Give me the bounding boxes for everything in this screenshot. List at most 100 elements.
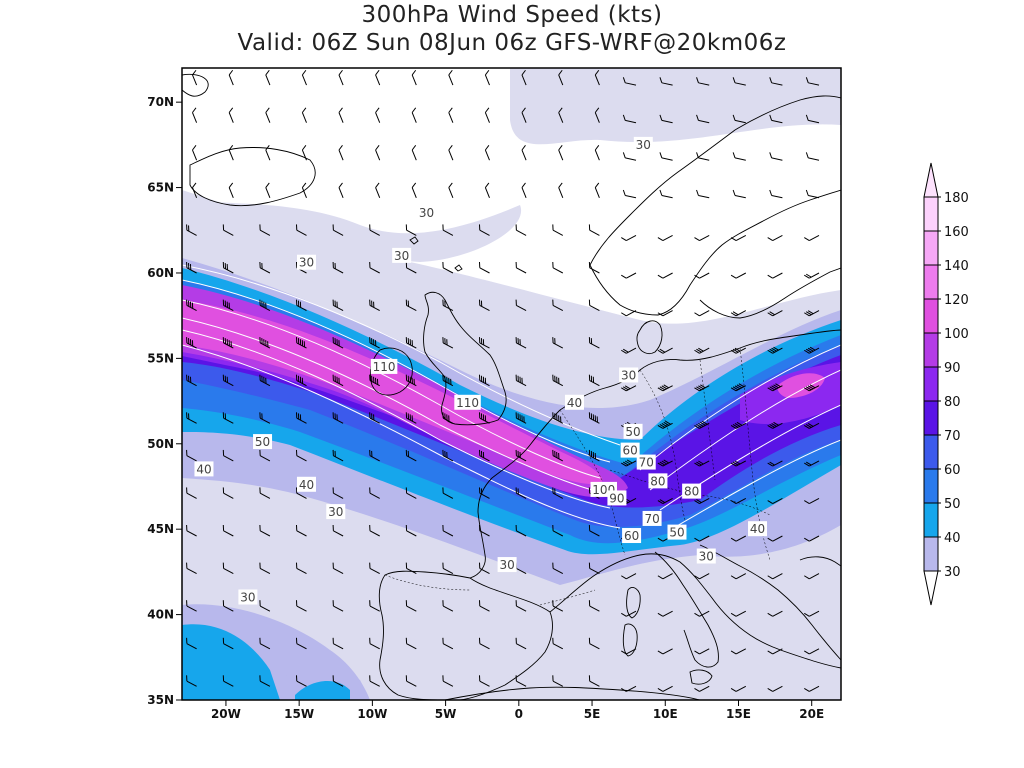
wind-barb-icon <box>265 182 271 198</box>
contour-label: 30 <box>633 136 653 152</box>
wind-barb-icon <box>588 562 600 575</box>
wind-barb-icon <box>694 573 710 580</box>
wind-barb-icon <box>657 234 673 242</box>
wind-barb-icon <box>259 524 271 537</box>
contour-label-text: 110 <box>456 396 479 410</box>
wind-barb-icon <box>369 374 380 387</box>
wind-barb-icon <box>332 299 344 312</box>
wind-barb-icon <box>192 69 198 86</box>
contour-label: 30 <box>326 504 346 520</box>
colorbar-swatch <box>923 468 939 504</box>
wind-barb-icon <box>442 337 454 349</box>
colorbar-label: 100 <box>944 327 969 342</box>
wind-barb-icon <box>552 524 564 537</box>
wind-barb-icon <box>588 299 600 312</box>
wind-barb-icon <box>301 69 307 86</box>
wind-barb-icon <box>515 412 527 424</box>
wind-barb-icon <box>484 69 490 86</box>
wind-barb-icon <box>484 145 490 161</box>
contour-label: 50 <box>253 434 273 450</box>
wind-barb-icon <box>375 107 381 123</box>
contour-label: 50 <box>667 524 687 540</box>
wind-barb-icon <box>515 261 527 274</box>
wind-barb-icon <box>552 261 564 274</box>
wind-barb-icon <box>732 114 746 124</box>
wind-barb-icon <box>659 189 673 199</box>
wind-band-30-ne <box>600 68 841 100</box>
colorbar-label: 80 <box>944 395 961 410</box>
wind-barb-icon <box>769 77 783 86</box>
wind-barb-icon <box>521 69 527 86</box>
contour-label: 70 <box>636 454 656 470</box>
wind-barb-icon <box>222 412 234 424</box>
wind-barb-icon <box>521 107 527 123</box>
contour-label-text: 30 <box>299 256 314 270</box>
wind-barb-icon <box>588 224 600 236</box>
wind-barb-icon <box>730 460 747 467</box>
wind-barb-icon <box>448 182 454 198</box>
wind-barb-icon <box>405 299 417 312</box>
wind-barb-icon <box>186 487 197 499</box>
wind-barb-icon <box>405 637 417 650</box>
lat-tick-label: 70N <box>147 95 174 109</box>
wind-barb-icon <box>515 487 527 499</box>
wind-barb-icon <box>804 535 820 542</box>
wind-barb-icon <box>805 152 820 161</box>
contour-label: 40 <box>748 521 768 537</box>
contour-label-text: 30 <box>699 550 714 564</box>
wind-barb-icon <box>259 224 271 236</box>
wind-barb-icon <box>369 487 380 499</box>
wind-barb-icon <box>405 562 417 575</box>
wind-barb-icon <box>259 299 271 312</box>
wind-barb-icon <box>338 107 344 123</box>
wind-barb-icon <box>594 145 600 161</box>
wind-barb-icon <box>657 384 673 392</box>
wind-barb-icon <box>295 449 307 462</box>
colorbar-label: 180 <box>944 191 969 206</box>
wind-barb-icon <box>222 224 234 236</box>
contour-label-text: 30 <box>621 368 636 382</box>
wind-barb-icon <box>552 299 564 312</box>
wind-barb-icon <box>588 637 600 650</box>
wind-barb-icon <box>478 449 490 462</box>
wind-barb-icon <box>694 535 710 542</box>
wind-barb-icon <box>484 182 490 198</box>
wind-barb-icon <box>222 637 234 650</box>
contour-label-text: 60 <box>624 529 639 543</box>
wind-barb-icon <box>657 347 673 354</box>
wind-barb-icon <box>767 610 783 617</box>
wind-barb-icon <box>657 573 673 580</box>
wind-barb-icon <box>442 600 454 612</box>
wind-barb-icon <box>369 449 380 462</box>
contour-label: 70 <box>642 510 662 526</box>
wind-barb-icon <box>405 261 417 274</box>
wind-barb-icon <box>804 346 820 354</box>
wind-barb-icon <box>657 685 673 692</box>
wind-barb-icon <box>295 637 307 650</box>
wind-barb-icon <box>659 77 673 86</box>
colorbar-label: 70 <box>944 429 961 444</box>
lon-tick-label: 20W <box>211 707 241 721</box>
wind-barb-icon <box>186 412 197 424</box>
wind-barb-icon <box>804 497 820 505</box>
wind-barb-icon <box>515 224 527 236</box>
contour-label: 40 <box>194 461 214 477</box>
wind-barb-icon <box>411 107 417 123</box>
wind-barb-icon <box>694 685 710 692</box>
wind-barb-icon <box>694 648 710 655</box>
wind-barb-icon <box>478 675 490 687</box>
contour-label: 60 <box>622 528 642 544</box>
contour-label-text: 70 <box>644 512 659 526</box>
wind-barb-icon <box>552 675 564 687</box>
contour-label: 40 <box>296 476 316 492</box>
wind-barb-icon <box>369 524 380 537</box>
wind-barb-icon <box>295 487 307 499</box>
wind-barb-icon <box>622 77 637 86</box>
wind-barb-icon <box>478 224 490 236</box>
wind-barb-icon <box>405 412 417 424</box>
wind-band-110-east <box>777 373 825 398</box>
wind-barb-icon <box>259 562 271 575</box>
wind-barb-icon <box>332 524 344 537</box>
wind-barb-icon <box>621 385 637 392</box>
wind-barb-icon <box>411 145 417 161</box>
